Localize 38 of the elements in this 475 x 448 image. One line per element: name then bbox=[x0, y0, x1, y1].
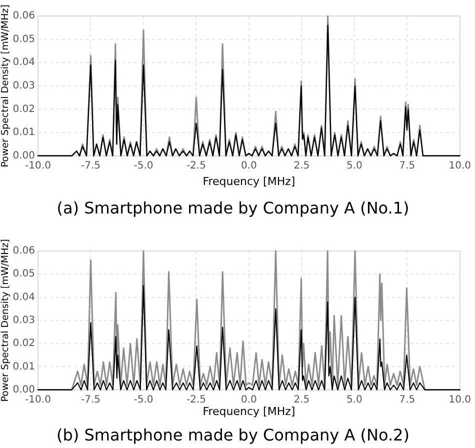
y-tick-label: 0.04 bbox=[12, 292, 35, 303]
x-tick-label: 0.0 bbox=[240, 394, 257, 406]
y-tick-label: 0.03 bbox=[12, 80, 35, 92]
y-tick-label: 0.01 bbox=[12, 127, 35, 138]
y-tick-label: 0.06 bbox=[12, 10, 35, 22]
text: (a) Smartphone made by Company A (No.1) bbox=[56, 198, 410, 218]
x-tick-label: -5.0 bbox=[134, 394, 154, 406]
x-axis-title: Frequency [MHz] bbox=[202, 405, 296, 418]
x-tick-label: 5.0 bbox=[346, 160, 362, 172]
x-axis-title: Frequency [MHz] bbox=[202, 175, 296, 188]
y-tick-label: 0.06 bbox=[12, 246, 35, 257]
x-tick-label: 7.5 bbox=[399, 160, 416, 172]
x-tick-label: 5.0 bbox=[346, 394, 362, 406]
x-tick-label: 0.0 bbox=[240, 160, 257, 172]
y-axis-title: Power Spectral Density [mW/MHz] bbox=[0, 239, 12, 402]
y-tick-label: 0.05 bbox=[12, 268, 35, 280]
y-tick-label: 0.02 bbox=[12, 338, 35, 350]
y-axis-title: Power Spectral Density [mW/MHz] bbox=[0, 4, 12, 168]
y-tick-label: 0.01 bbox=[12, 361, 35, 372]
x-tick-label: -5.0 bbox=[134, 160, 154, 172]
x-tick-label: -7.5 bbox=[80, 160, 100, 172]
x-tick-label: -2.5 bbox=[186, 394, 206, 406]
y-tick-label: 0.03 bbox=[12, 314, 35, 326]
x-tick-label: -10.0 bbox=[25, 394, 51, 406]
y-tick-label: 0.02 bbox=[12, 104, 35, 115]
x-tick-label: -2.5 bbox=[186, 160, 206, 172]
y-tick-label: 0.04 bbox=[12, 57, 35, 68]
x-tick-label: 2.5 bbox=[294, 160, 310, 172]
x-tick-label: -7.5 bbox=[80, 394, 100, 406]
text: (b) Smartphone made by Company A (No.2) bbox=[56, 426, 410, 445]
x-tick-label: 10.0 bbox=[448, 394, 471, 406]
y-tick-label: 0.00 bbox=[12, 384, 35, 396]
y-tick-label: 0.00 bbox=[12, 150, 35, 162]
x-tick-label: 10.0 bbox=[448, 160, 471, 172]
y-tick-label: 0.05 bbox=[12, 34, 35, 45]
x-tick-label: 2.5 bbox=[294, 394, 310, 406]
x-tick-label: -10.0 bbox=[25, 160, 51, 172]
x-tick-label: 7.5 bbox=[399, 394, 416, 406]
